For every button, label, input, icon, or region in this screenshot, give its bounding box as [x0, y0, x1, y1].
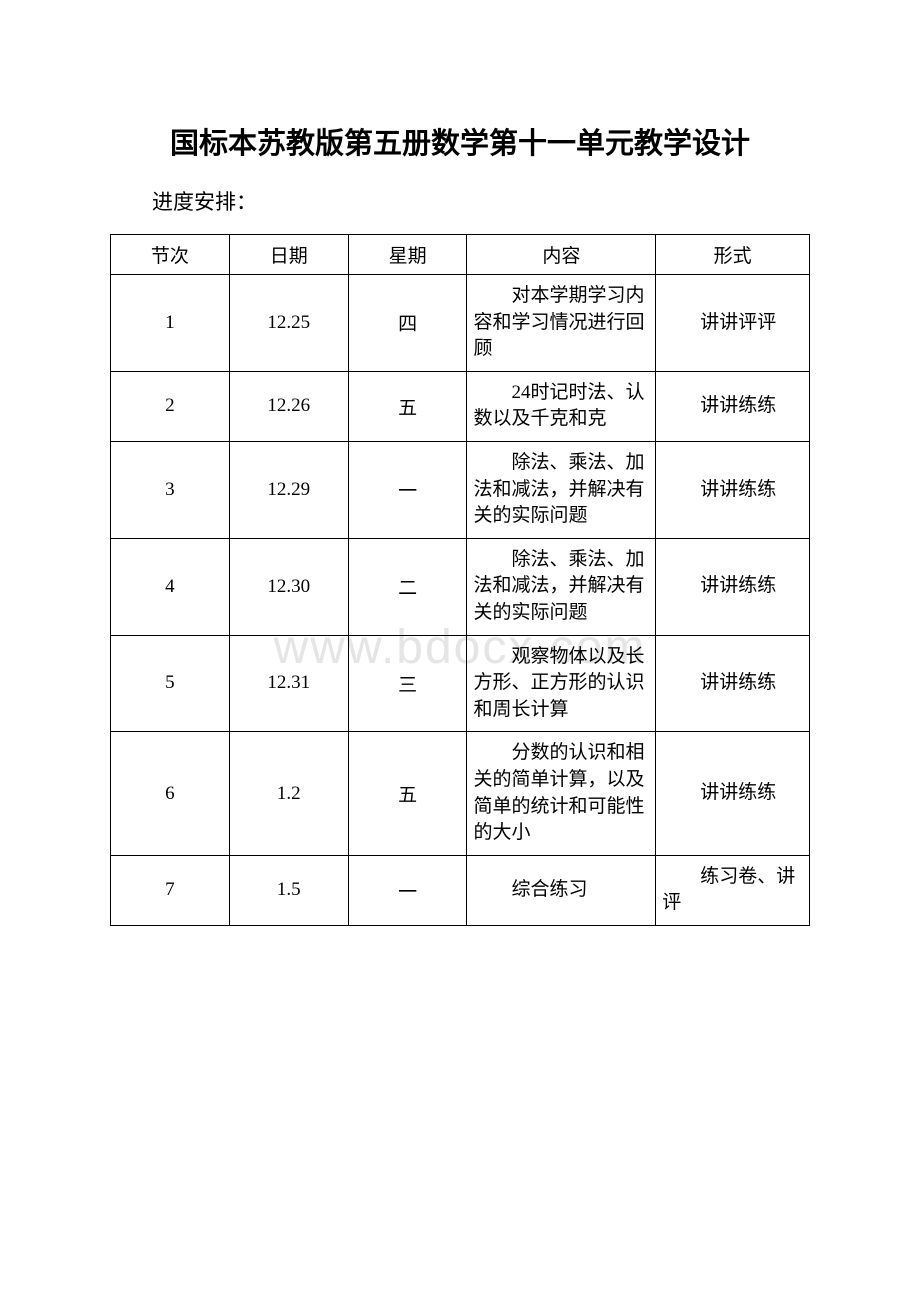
cell-date: 1.5	[229, 855, 348, 925]
schedule-table-wrapper: 节次 日期 星期 内容 形式 1 12.25 四 对本学期学习内容和学习情况进行…	[110, 234, 810, 926]
cell-format: 讲讲练练	[656, 538, 810, 635]
header-weekday: 星期	[348, 235, 467, 275]
cell-weekday: 一	[348, 855, 467, 925]
table-row: 4 12.30 二 除法、乘法、加法和减法，并解决有关的实际问题 讲讲练练	[111, 538, 810, 635]
cell-num: 3	[111, 441, 230, 538]
table-body: 1 12.25 四 对本学期学习内容和学习情况进行回顾 讲讲评评 2 12.26…	[111, 275, 810, 926]
cell-format: 讲讲练练	[656, 635, 810, 732]
table-row: 1 12.25 四 对本学期学习内容和学习情况进行回顾 讲讲评评	[111, 275, 810, 372]
cell-date: 12.26	[229, 371, 348, 441]
table-row: 3 12.29 一 除法、乘法、加法和减法，并解决有关的实际问题 讲讲练练	[111, 441, 810, 538]
cell-content: 分数的认识和相关的简单计算，以及简单的统计和可能性的大小	[467, 732, 656, 855]
cell-weekday: 二	[348, 538, 467, 635]
cell-format: 讲讲练练	[656, 732, 810, 855]
table-row: 5 12.31 三 观察物体以及长方形、正方形的认识和周长计算 讲讲练练	[111, 635, 810, 732]
cell-date: 12.31	[229, 635, 348, 732]
subtitle: 进度安排：	[152, 186, 810, 216]
cell-weekday: 五	[348, 371, 467, 441]
cell-date: 12.30	[229, 538, 348, 635]
table-row: 6 1.2 五 分数的认识和相关的简单计算，以及简单的统计和可能性的大小 讲讲练…	[111, 732, 810, 855]
cell-date: 1.2	[229, 732, 348, 855]
cell-content: 除法、乘法、加法和减法，并解决有关的实际问题	[467, 538, 656, 635]
table-row: 7 1.5 一 综合练习 练习卷、讲评	[111, 855, 810, 925]
table-header-row: 节次 日期 星期 内容 形式	[111, 235, 810, 275]
cell-content: 综合练习	[467, 855, 656, 925]
cell-format: 讲讲练练	[656, 371, 810, 441]
cell-num: 4	[111, 538, 230, 635]
cell-num: 7	[111, 855, 230, 925]
cell-date: 12.29	[229, 441, 348, 538]
header-content: 内容	[467, 235, 656, 275]
page-title: 国标本苏教版第五册数学第十一单元教学设计	[110, 120, 810, 162]
cell-format: 讲讲练练	[656, 441, 810, 538]
cell-num: 5	[111, 635, 230, 732]
schedule-table: 节次 日期 星期 内容 形式 1 12.25 四 对本学期学习内容和学习情况进行…	[110, 234, 810, 926]
header-date: 日期	[229, 235, 348, 275]
cell-weekday: 四	[348, 275, 467, 372]
cell-weekday: 五	[348, 732, 467, 855]
cell-format: 讲讲评评	[656, 275, 810, 372]
header-format: 形式	[656, 235, 810, 275]
cell-format: 练习卷、讲评	[656, 855, 810, 925]
cell-weekday: 三	[348, 635, 467, 732]
cell-content: 除法、乘法、加法和减法，并解决有关的实际问题	[467, 441, 656, 538]
cell-num: 6	[111, 732, 230, 855]
table-row: 2 12.26 五 24时记时法、认数以及千克和克 讲讲练练	[111, 371, 810, 441]
cell-content: 观察物体以及长方形、正方形的认识和周长计算	[467, 635, 656, 732]
cell-num: 2	[111, 371, 230, 441]
cell-content: 对本学期学习内容和学习情况进行回顾	[467, 275, 656, 372]
cell-date: 12.25	[229, 275, 348, 372]
header-num: 节次	[111, 235, 230, 275]
cell-weekday: 一	[348, 441, 467, 538]
cell-num: 1	[111, 275, 230, 372]
cell-content: 24时记时法、认数以及千克和克	[467, 371, 656, 441]
